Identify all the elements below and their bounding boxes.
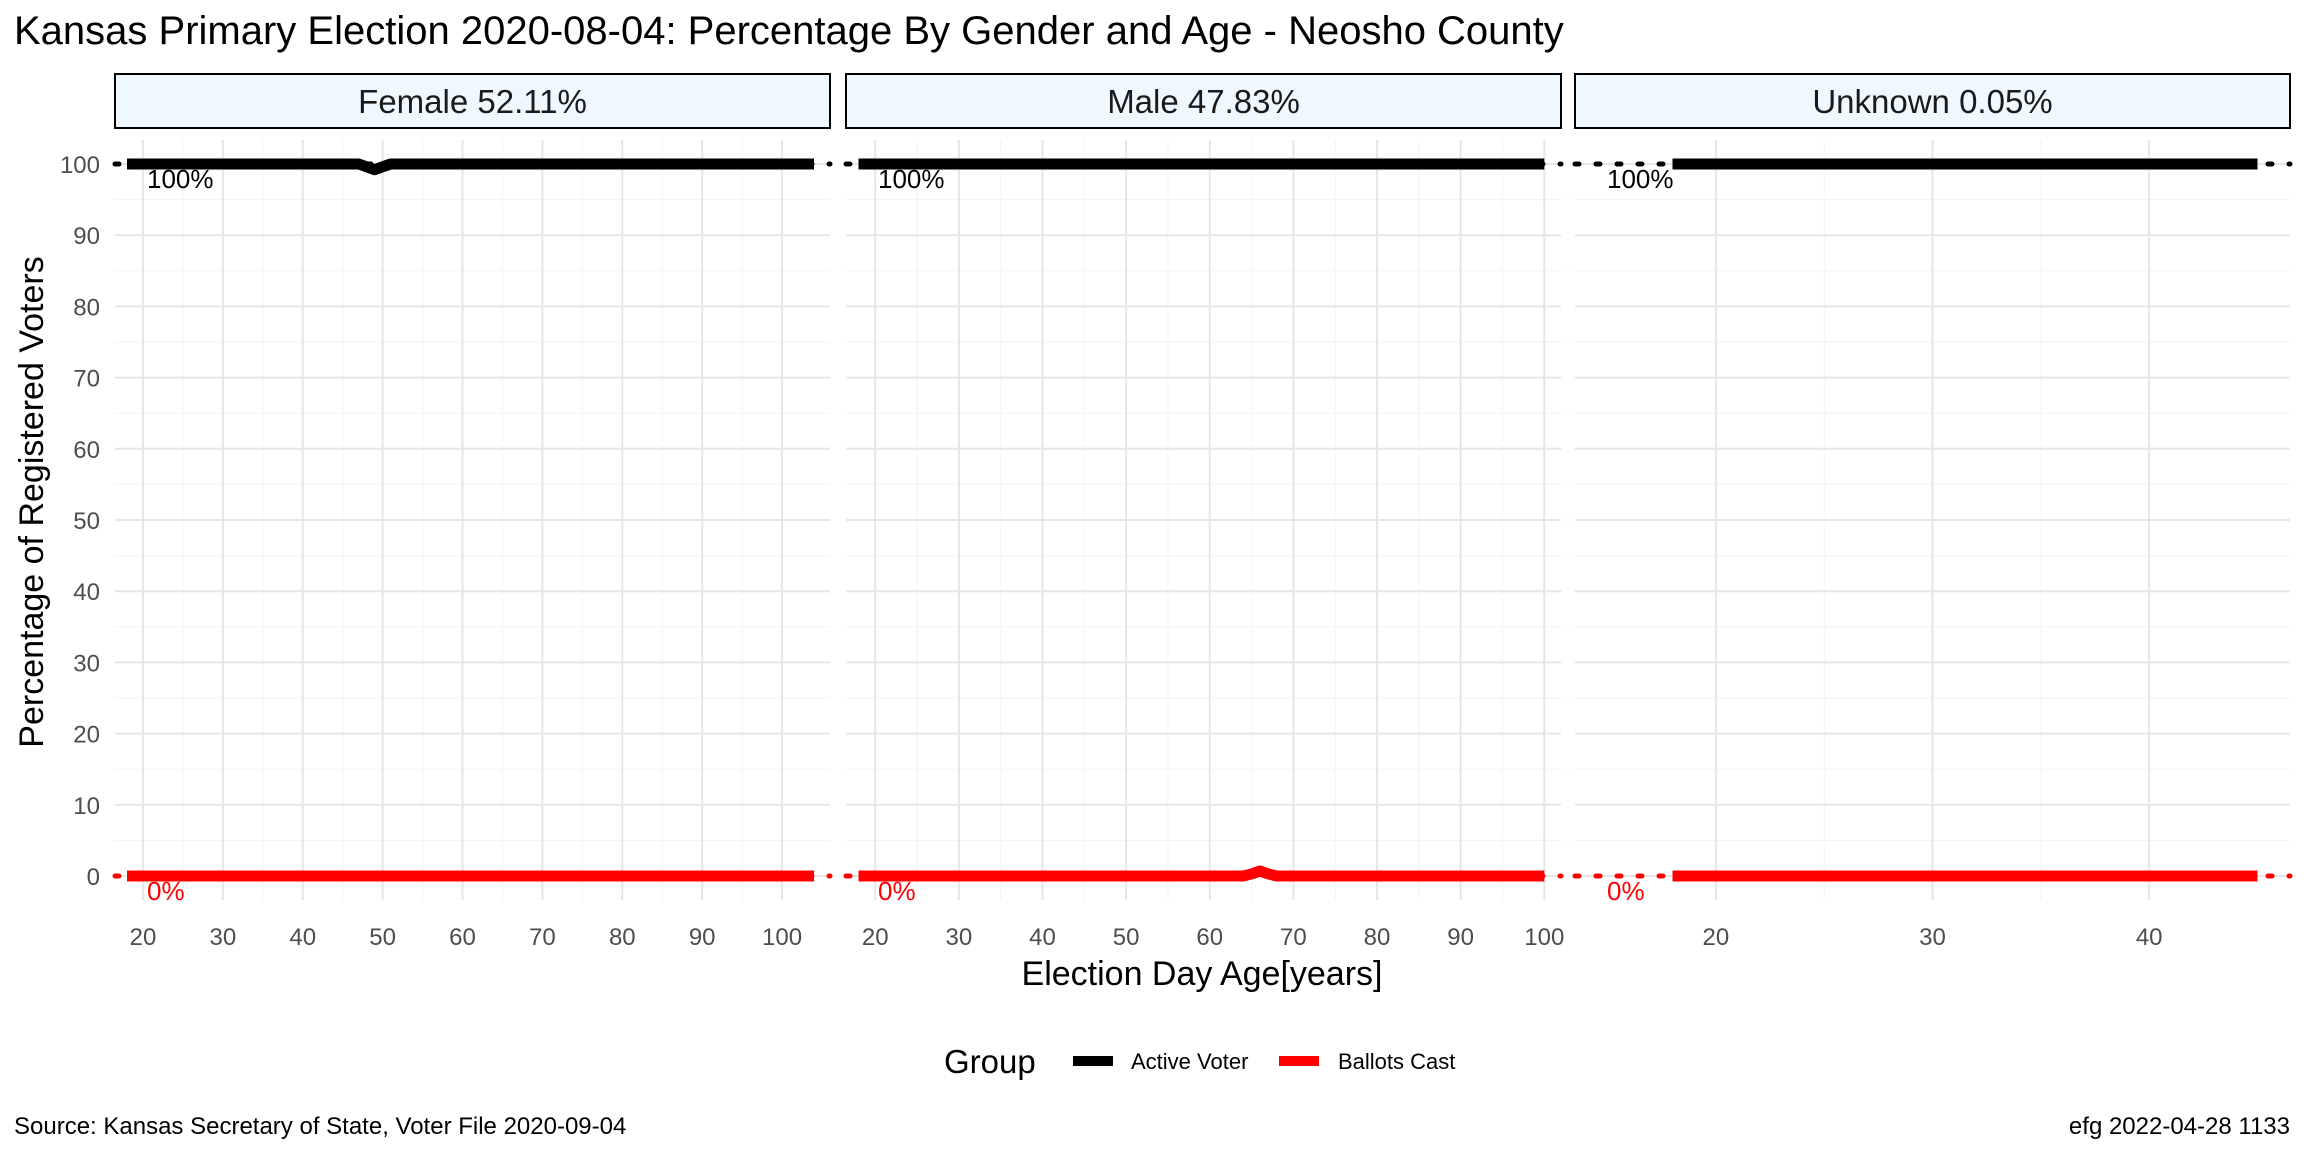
y-tick-label: 0 [87, 864, 100, 891]
x-axis-label: Election Day Age[years] [1022, 955, 1383, 993]
y-tick-label: 40 [73, 579, 100, 606]
facet-strip [845, 73, 1562, 129]
x-tick-label: 20 [130, 924, 157, 951]
y-tick-label: 60 [73, 437, 100, 464]
facet-panel-2: Unknown 0.05% 20 30 40 100% 0% [1572, 73, 2293, 951]
x-tick-label: 40 [1029, 924, 1056, 951]
x-tick-label: 100 [762, 924, 802, 951]
y-axis-label: Percentage of Registered Voters [13, 256, 51, 747]
x-tick-label: 60 [1196, 924, 1223, 951]
facet-panels: 0 10 20 30 40 50 60 70 80 90 100 Female 52.11% 20 30 4… [60, 73, 2293, 951]
y-tick-label: 90 [73, 223, 100, 250]
legend: Group Active Voter Ballots Cast [944, 1043, 1455, 1080]
x-tick-label: 90 [1447, 924, 1474, 951]
legend-title: Group [944, 1043, 1036, 1080]
x-tick-label: 50 [369, 924, 396, 951]
facet-strip-label: Male 47.83% [1107, 83, 1300, 120]
x-tick-label: 70 [1280, 924, 1307, 951]
x-tick-label: 100 [1524, 924, 1564, 951]
x-tick-label: 80 [1364, 924, 1391, 951]
y-tick-label: 30 [73, 650, 100, 677]
x-tick-label: 30 [209, 924, 236, 951]
x-tick-label: 70 [529, 924, 556, 951]
x-tick-label: 30 [1919, 924, 1946, 951]
x-tick-label: 60 [449, 924, 476, 951]
x-tick-label: 20 [1702, 924, 1729, 951]
y-tick-label: 70 [73, 366, 100, 393]
series-line-active-voter [127, 158, 814, 176]
reference-label-100: 100% [1607, 164, 1674, 194]
reference-label-0: 0% [1607, 876, 1645, 906]
legend-label-active-voter: Active Voter [1131, 1049, 1248, 1074]
x-tick-label: 40 [2136, 924, 2163, 951]
facet-strip [1574, 73, 2291, 129]
chart-title: Kansas Primary Election 2020-08-04: Perc… [14, 9, 1564, 53]
credit-note: efg 2022-04-28 1133 [2069, 1113, 2290, 1140]
x-tick-label: 40 [289, 924, 316, 951]
y-tick-label: 10 [73, 793, 100, 820]
x-tick-label: 90 [689, 924, 716, 951]
x-tick-label: 80 [609, 924, 636, 951]
x-tick-label: 30 [946, 924, 973, 951]
x-tick-label: 50 [1113, 924, 1140, 951]
legend-label-ballots-cast: Ballots Cast [1338, 1049, 1455, 1074]
source-note: Source: Kansas Secretary of State, Voter… [14, 1113, 626, 1140]
y-tick-label: 50 [73, 508, 100, 535]
x-tick-label: 20 [862, 924, 889, 951]
facet-strip-label: Unknown 0.05% [1812, 83, 2052, 120]
series-line-ballots-cast [858, 865, 1545, 882]
y-tick-label: 20 [73, 722, 100, 749]
y-tick-label: 80 [73, 294, 100, 321]
facet-strip [114, 73, 831, 129]
y-tick-label: 100 [60, 152, 100, 179]
facet-strip-label: Female 52.11% [358, 83, 587, 120]
